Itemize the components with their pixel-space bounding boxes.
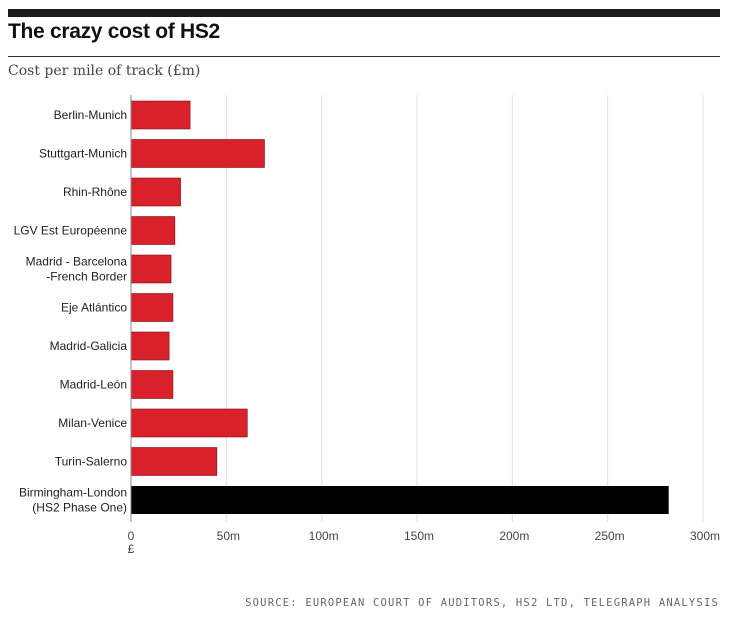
category-label-line: LGV Est Européenne: [14, 224, 128, 238]
x-tick-label: 150m: [404, 529, 434, 543]
x-tick-label: 200m: [499, 529, 529, 543]
category-label-line: (HS2 Phase One): [32, 501, 127, 515]
bar: [131, 486, 669, 514]
category-label: Birmingham-London (HS2 Phase One): [19, 486, 127, 515]
category-label: Madrid-León: [60, 378, 127, 392]
bar: [130, 139, 265, 168]
bar: [130, 216, 176, 245]
bar: [130, 177, 181, 207]
bar: [130, 447, 218, 476]
bar: [130, 408, 248, 438]
category-label: Stuttgart-Munich: [39, 147, 127, 161]
header-divider: [8, 56, 720, 57]
source-note: SOURCE: EUROPEAN COURT OF AUDITORS, HS2 …: [245, 597, 719, 609]
bar: [130, 100, 191, 130]
category-label-line: Berlin-Munich: [54, 108, 127, 122]
bar: [130, 293, 174, 322]
chart-title: The crazy cost of HS2: [8, 20, 220, 43]
x-tick-label: 300m: [690, 529, 720, 543]
category-label-line: Madrid-Galicia: [50, 339, 128, 353]
category-label-line: Milan-Venice: [58, 416, 127, 430]
category-label: Madrid-Galicia: [50, 339, 128, 353]
x-tick-label: 250m: [595, 529, 625, 543]
category-label-line: Stuttgart-Munich: [39, 147, 127, 161]
category-label-line: Madrid-León: [60, 378, 127, 392]
category-label: LGV Est Européenne: [14, 224, 128, 238]
header-top-bar: [8, 9, 720, 17]
category-label: Madrid - Barcelona -French Border: [26, 255, 128, 284]
currency-label: £: [128, 542, 135, 556]
x-tick-label: 0: [128, 529, 135, 543]
category-label: Turin-Salerno: [55, 455, 128, 469]
category-label: Eje Atlántico: [61, 301, 127, 315]
category-label-line: Rhin-Rhône: [63, 185, 127, 199]
category-label-line: Birmingham-London: [19, 486, 127, 500]
category-label-line: -French Border: [46, 270, 127, 284]
category-label: Milan-Venice: [58, 416, 127, 430]
x-tick-label: 100m: [309, 529, 339, 543]
category-label: Berlin-Munich: [54, 108, 127, 122]
category-label-line: Eje Atlántico: [61, 301, 127, 315]
category-label-line: Turin-Salerno: [55, 455, 128, 469]
category-label-line: Madrid - Barcelona: [26, 255, 128, 269]
bar: [130, 370, 174, 399]
x-tick-label: 50m: [217, 529, 240, 543]
bar: [130, 331, 170, 361]
bar: [130, 254, 172, 284]
chart-subtitle: Cost per mile of track (£m): [8, 63, 201, 79]
category-label: Rhin-Rhône: [63, 185, 127, 199]
